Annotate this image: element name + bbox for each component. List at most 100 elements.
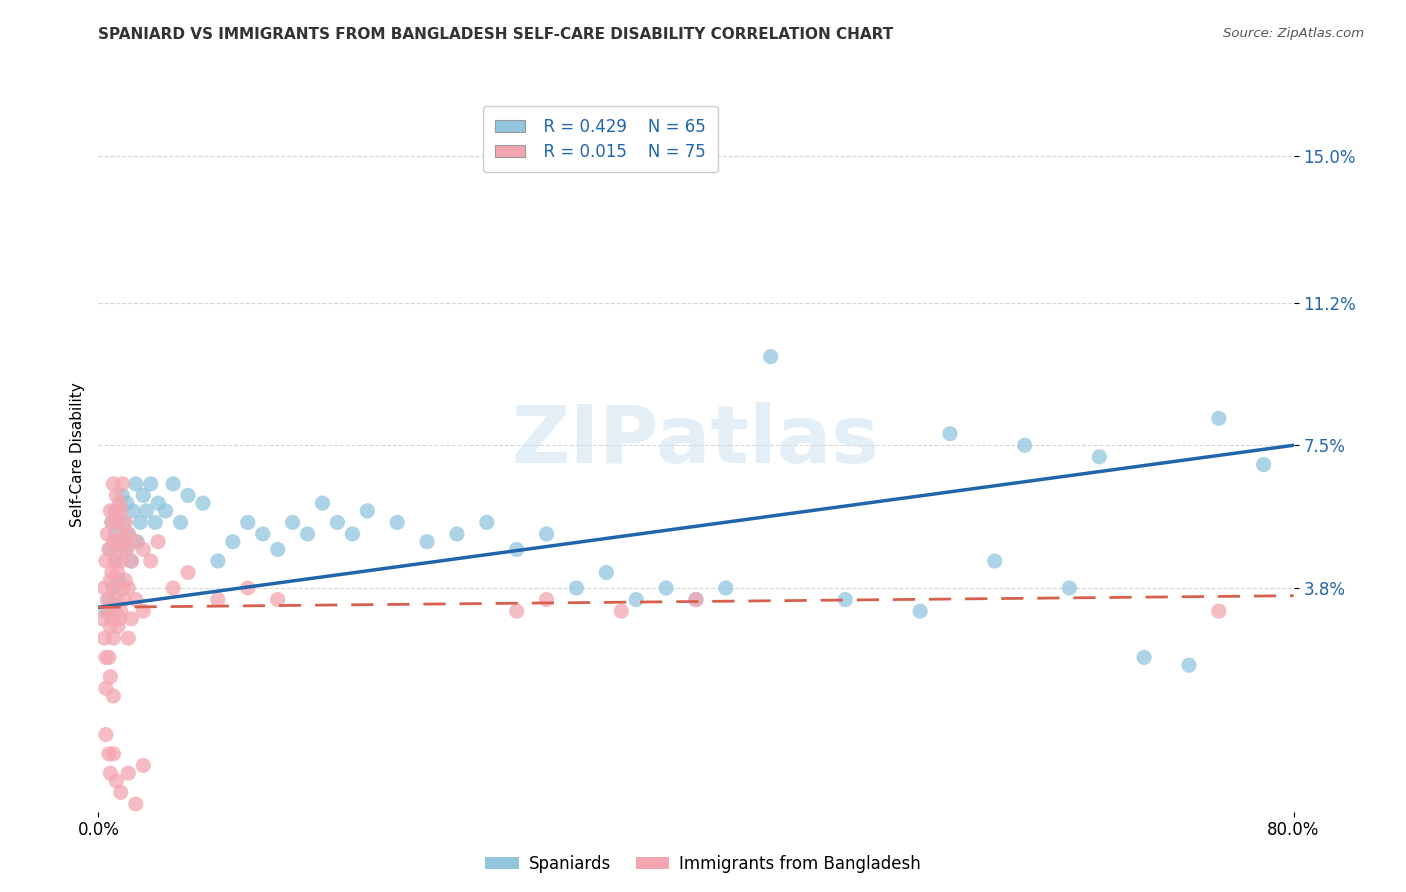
Point bbox=[120, 554, 142, 568]
Point bbox=[96, 527, 118, 541]
Point bbox=[91, 612, 114, 626]
Point bbox=[103, 581, 125, 595]
Point bbox=[108, 496, 131, 510]
Point bbox=[97, 650, 120, 665]
Point bbox=[105, 534, 128, 549]
Point bbox=[114, 542, 136, 557]
Point bbox=[101, 516, 124, 530]
Point bbox=[103, 747, 125, 761]
Point bbox=[114, 574, 136, 588]
Point bbox=[125, 534, 148, 549]
Point bbox=[162, 476, 184, 491]
Point bbox=[311, 496, 333, 510]
Point bbox=[103, 476, 125, 491]
Point bbox=[117, 527, 139, 541]
Point bbox=[125, 797, 148, 811]
Point bbox=[252, 527, 274, 541]
Point bbox=[1088, 450, 1111, 464]
Point bbox=[610, 604, 633, 618]
Point bbox=[98, 766, 122, 780]
Point bbox=[143, 516, 166, 530]
Point bbox=[132, 758, 155, 772]
Point bbox=[98, 504, 122, 518]
Point bbox=[112, 592, 135, 607]
Point bbox=[101, 612, 124, 626]
Point bbox=[110, 785, 132, 799]
Point bbox=[834, 592, 856, 607]
Text: SPANIARD VS IMMIGRANTS FROM BANGLADESH SELF-CARE DISABILITY CORRELATION CHART: SPANIARD VS IMMIGRANTS FROM BANGLADESH S… bbox=[98, 27, 894, 42]
Point bbox=[624, 592, 647, 607]
Point bbox=[94, 554, 117, 568]
Point bbox=[101, 516, 124, 530]
Point bbox=[117, 631, 139, 645]
Legend: Spaniards, Immigrants from Bangladesh: Spaniards, Immigrants from Bangladesh bbox=[478, 848, 928, 880]
Point bbox=[1014, 438, 1036, 452]
Point bbox=[475, 516, 498, 530]
Point bbox=[111, 527, 134, 541]
Point bbox=[110, 604, 132, 618]
Point bbox=[94, 650, 117, 665]
Point bbox=[105, 554, 128, 568]
Point bbox=[135, 504, 157, 518]
Point bbox=[281, 516, 304, 530]
Point bbox=[98, 574, 122, 588]
Point bbox=[655, 581, 678, 595]
Point bbox=[98, 670, 122, 684]
Point bbox=[129, 516, 152, 530]
Point bbox=[132, 542, 155, 557]
Point bbox=[222, 534, 245, 549]
Y-axis label: Self-Care Disability: Self-Care Disability bbox=[69, 383, 84, 527]
Point bbox=[125, 476, 148, 491]
Point bbox=[685, 592, 707, 607]
Point bbox=[103, 581, 125, 595]
Point bbox=[108, 574, 131, 588]
Point bbox=[326, 516, 349, 530]
Point bbox=[236, 516, 259, 530]
Point bbox=[127, 534, 149, 549]
Point bbox=[104, 604, 127, 618]
Point bbox=[177, 566, 200, 580]
Point bbox=[595, 566, 617, 580]
Point bbox=[1208, 604, 1230, 618]
Point bbox=[132, 604, 155, 618]
Point bbox=[908, 604, 931, 618]
Point bbox=[759, 350, 782, 364]
Point bbox=[117, 581, 139, 595]
Point bbox=[97, 592, 120, 607]
Point bbox=[105, 773, 128, 788]
Point bbox=[139, 476, 162, 491]
Legend:   R = 0.429    N = 65,   R = 0.015    N = 75: R = 0.429 N = 65, R = 0.015 N = 75 bbox=[484, 106, 717, 172]
Point bbox=[94, 604, 117, 618]
Point bbox=[117, 527, 139, 541]
Point bbox=[115, 496, 138, 510]
Point bbox=[506, 604, 529, 618]
Point bbox=[1253, 458, 1275, 472]
Point bbox=[177, 488, 200, 502]
Point bbox=[148, 534, 170, 549]
Point bbox=[107, 516, 129, 530]
Text: ZIPatlas: ZIPatlas bbox=[512, 401, 880, 480]
Point bbox=[983, 554, 1005, 568]
Point bbox=[114, 516, 136, 530]
Point bbox=[155, 504, 177, 518]
Point bbox=[506, 542, 529, 557]
Point bbox=[939, 426, 962, 441]
Point bbox=[416, 534, 439, 549]
Point bbox=[139, 554, 162, 568]
Text: Source: ZipAtlas.com: Source: ZipAtlas.com bbox=[1223, 27, 1364, 40]
Point bbox=[104, 554, 127, 568]
Point bbox=[120, 554, 142, 568]
Point bbox=[98, 542, 122, 557]
Point bbox=[1178, 658, 1201, 673]
Point bbox=[94, 728, 117, 742]
Point bbox=[107, 504, 129, 518]
Point bbox=[104, 527, 127, 541]
Point bbox=[169, 516, 191, 530]
Point bbox=[132, 488, 155, 502]
Point bbox=[120, 612, 142, 626]
Point bbox=[148, 496, 170, 510]
Point bbox=[110, 504, 132, 518]
Point bbox=[297, 527, 319, 541]
Point bbox=[94, 681, 117, 696]
Point bbox=[107, 619, 129, 633]
